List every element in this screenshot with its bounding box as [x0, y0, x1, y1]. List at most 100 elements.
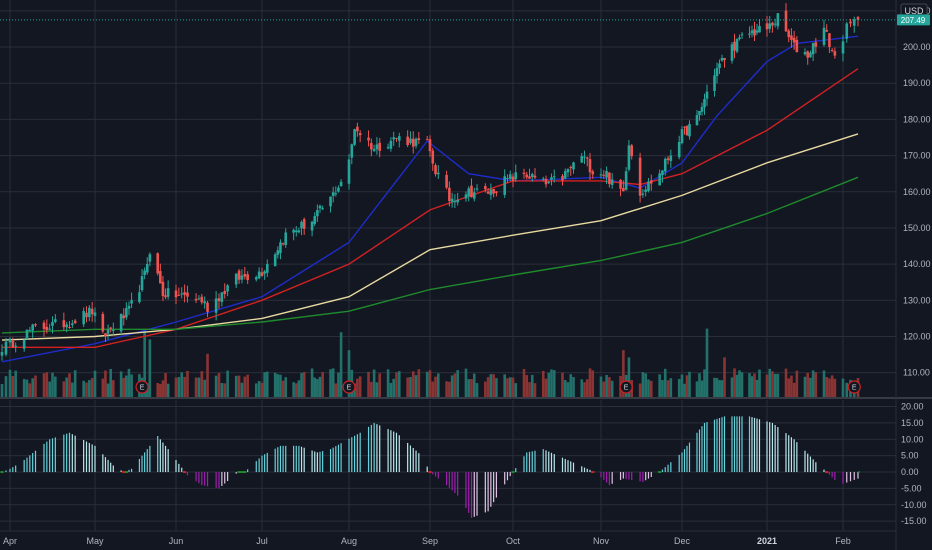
volume-bar [428, 370, 432, 397]
volume-bar [292, 382, 295, 397]
candle-body [180, 293, 184, 295]
candle-body [177, 294, 181, 296]
candle-body [792, 37, 796, 43]
candle-body [619, 179, 622, 189]
candle-body [755, 30, 759, 33]
candle-body [186, 292, 189, 297]
candle-body [814, 42, 818, 47]
volume-bar [300, 373, 303, 397]
volume-bar [347, 350, 351, 397]
volume-bar [276, 374, 280, 397]
candle-body [718, 63, 721, 69]
volume-bar [552, 370, 556, 397]
volume-bar [809, 377, 812, 397]
candle-body [833, 51, 837, 56]
currency-label: USD [904, 6, 924, 16]
volume-bar [784, 368, 788, 397]
candle-body [14, 345, 17, 347]
candle-body [145, 263, 149, 273]
time-axis-label: Jul [256, 536, 268, 546]
earnings-marker[interactable]: E [342, 380, 356, 394]
time-axis-label: Oct [506, 536, 521, 546]
candle-body [370, 143, 373, 150]
candle-body [62, 320, 66, 328]
candle-body [82, 311, 85, 325]
candle-body [42, 322, 46, 329]
volume-bar [718, 380, 721, 397]
volume-bar [88, 380, 91, 397]
volume-bar [279, 374, 282, 397]
volume-bar [206, 353, 209, 397]
volume-bar [417, 369, 421, 397]
candle-body [300, 221, 303, 229]
volume-bar [663, 368, 667, 397]
volume-bar [177, 377, 181, 397]
volume-bar [680, 374, 684, 397]
candle-body [738, 37, 741, 39]
last-price-label: 207.49 [901, 16, 926, 25]
volume-bar [773, 373, 777, 397]
earnings-marker[interactable]: E [135, 380, 149, 394]
candle-body [809, 52, 812, 58]
candle-body [658, 173, 661, 186]
volume-bar [569, 374, 573, 397]
candle-body [397, 136, 401, 141]
candle-body [787, 30, 791, 38]
candle-body [237, 270, 241, 280]
candle-body [495, 191, 498, 193]
candle-body [552, 176, 556, 178]
candle-body [265, 264, 269, 273]
time-axis[interactable]: Apr May Jun Jul Aug Sep Oct Nov Dec 2021 Feb [3, 536, 851, 546]
last-price-box [897, 14, 930, 26]
candle-body [511, 176, 515, 182]
volume-bar [795, 370, 799, 397]
volume-bar [0, 383, 4, 397]
candle-body [544, 178, 548, 185]
candle-body [143, 270, 146, 275]
time-axis-label: Aug [341, 536, 357, 546]
earnings-marker-label: E [140, 385, 145, 392]
earnings-marker[interactable]: E [847, 380, 861, 394]
volume-bar [284, 377, 288, 397]
candle-body [292, 229, 295, 233]
volume-bar [720, 380, 724, 397]
candle-body [138, 292, 141, 303]
price-axis-label: 180.00 [903, 114, 931, 124]
candle-body [223, 290, 227, 294]
volume-bar [450, 375, 454, 397]
volume-bar [464, 368, 468, 397]
candle-body [470, 185, 473, 198]
volume-bar [669, 378, 673, 397]
candle-body [514, 172, 518, 180]
candle-body [214, 298, 218, 313]
osc-axis-label: -10.00 [901, 500, 927, 510]
earnings-marker-ring [135, 380, 149, 394]
candle-body [217, 298, 221, 302]
volume-bar [237, 375, 241, 397]
volume-bar [437, 373, 440, 397]
candle-body [28, 330, 32, 332]
candle-body [111, 329, 115, 331]
volume-bar [566, 382, 570, 397]
candle-body [140, 276, 144, 291]
volume-bar [472, 373, 476, 397]
candle-body [475, 188, 479, 190]
volume-bar [750, 376, 754, 397]
volume-bar [409, 377, 412, 397]
candle-body [161, 281, 165, 297]
candle-body [453, 201, 457, 203]
volume-bar [649, 380, 653, 397]
candle-body [856, 17, 860, 20]
candle-body [647, 181, 650, 191]
volume-bar [768, 368, 772, 397]
volume-bar [166, 383, 170, 397]
candle-body [183, 292, 186, 296]
volume-bar [776, 373, 780, 397]
earnings-marker[interactable]: E [619, 380, 633, 394]
candle-body [450, 198, 454, 202]
oscillator-axis[interactable]: 20.00 15.00 10.00 5.00 0.00 -5.00 -10.00 -15.00 [901, 402, 927, 527]
candle-body [830, 50, 834, 52]
